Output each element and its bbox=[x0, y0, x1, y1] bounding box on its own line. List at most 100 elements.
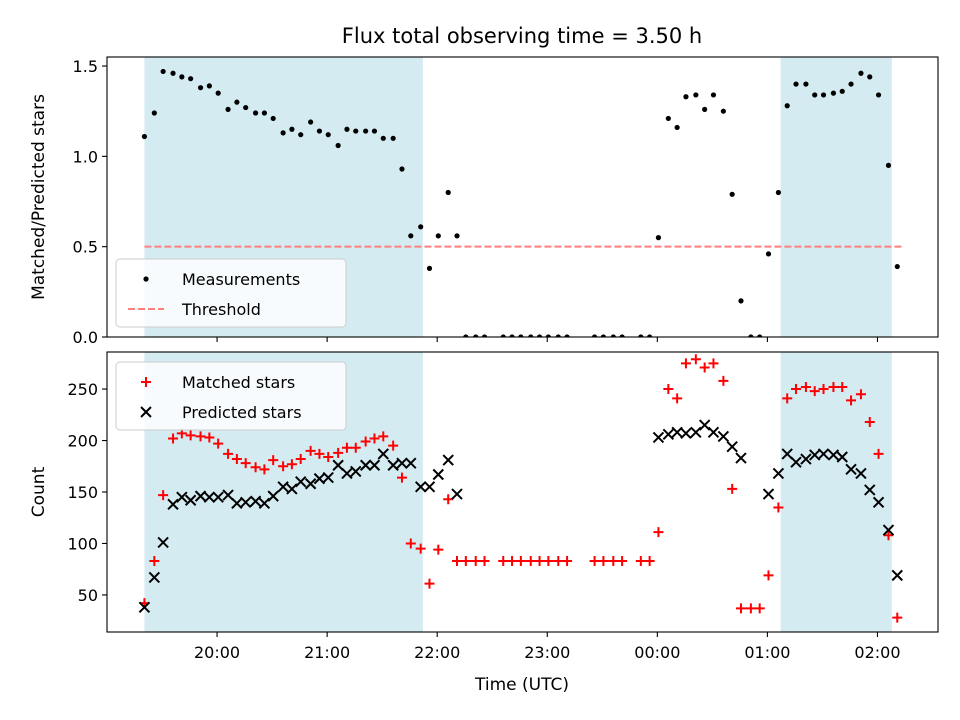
measurement-point bbox=[371, 128, 378, 134]
matched-point bbox=[635, 555, 646, 566]
measurement-point bbox=[454, 233, 460, 239]
measurement-point bbox=[363, 128, 369, 134]
matched-point bbox=[396, 472, 407, 483]
y-tick-label: 250 bbox=[67, 380, 98, 399]
matched-point bbox=[268, 455, 279, 466]
matched-point bbox=[204, 432, 215, 443]
measurement-point bbox=[591, 334, 598, 337]
measurement-point bbox=[775, 189, 782, 196]
predicted-point bbox=[726, 440, 738, 453]
predicted-point bbox=[827, 449, 840, 461]
measurement-point bbox=[738, 298, 744, 304]
measurement-point bbox=[839, 88, 845, 94]
y-tick-label: 50 bbox=[78, 586, 98, 605]
measurement-point bbox=[803, 81, 809, 87]
measurement-point bbox=[261, 110, 267, 116]
matched-point bbox=[562, 555, 573, 566]
measurement-point bbox=[693, 92, 699, 98]
measurement-point bbox=[426, 265, 433, 271]
matched-point bbox=[846, 395, 857, 406]
matched-point bbox=[818, 384, 829, 395]
matched-point bbox=[149, 555, 160, 566]
x-tick-label: 20:00 bbox=[194, 643, 240, 662]
measurement-point bbox=[418, 224, 424, 230]
matched-point bbox=[314, 448, 325, 459]
measurement-point bbox=[481, 334, 488, 337]
x-tick-label: 22:00 bbox=[414, 643, 460, 662]
x-tick-label: 21:00 bbox=[304, 643, 350, 662]
matched-point bbox=[158, 490, 169, 501]
matched-point bbox=[864, 417, 875, 427]
panel-ratio: 0.0 0.5 1.0 1.5 Matched/Predicted stars Measu… bbox=[29, 56, 939, 347]
matched-point bbox=[653, 527, 664, 538]
matched-point bbox=[828, 382, 839, 392]
predicted-point bbox=[350, 465, 362, 478]
matched-point bbox=[718, 375, 729, 386]
matched-point bbox=[598, 555, 609, 566]
measurement-point bbox=[188, 76, 194, 82]
predicted-point bbox=[295, 475, 307, 488]
measurement-point bbox=[765, 251, 772, 257]
measurement-point bbox=[463, 334, 469, 337]
predicted-point bbox=[157, 536, 169, 549]
y-tick-label: 200 bbox=[67, 432, 98, 451]
predicted-point bbox=[836, 451, 848, 463]
predicted-point bbox=[148, 571, 161, 584]
matched-point bbox=[809, 386, 820, 397]
measurement-point bbox=[179, 74, 185, 80]
predicted-point bbox=[690, 426, 702, 439]
predicted-point bbox=[212, 491, 224, 503]
measurement-point bbox=[885, 162, 892, 168]
measurement-point bbox=[380, 135, 386, 141]
measurement-point bbox=[160, 68, 166, 75]
matched-point bbox=[735, 603, 746, 614]
measurement-point bbox=[720, 108, 726, 114]
measurement-point bbox=[234, 99, 240, 105]
predicted-point bbox=[176, 491, 188, 503]
measurement-point bbox=[308, 119, 314, 125]
matched-point bbox=[553, 555, 564, 566]
measurement-point bbox=[665, 115, 671, 122]
legend: Measurements Threshold bbox=[115, 258, 347, 328]
matched-point bbox=[333, 447, 344, 458]
matched-point bbox=[168, 433, 179, 444]
matched-point bbox=[415, 543, 426, 554]
predicted-point bbox=[277, 481, 289, 493]
predicted-point bbox=[368, 459, 381, 471]
measurement-point bbox=[151, 110, 157, 116]
measurement-point bbox=[243, 104, 249, 111]
measurement-point bbox=[683, 94, 689, 100]
predicted-point bbox=[203, 491, 216, 503]
predicted-point bbox=[817, 448, 830, 460]
matched-point bbox=[470, 555, 481, 566]
matched-point bbox=[883, 530, 894, 541]
matched-point bbox=[195, 431, 206, 442]
measurement-point bbox=[710, 92, 717, 98]
measurement-point bbox=[197, 85, 204, 91]
predicted-point bbox=[800, 453, 812, 465]
measurement-point bbox=[390, 135, 396, 141]
matched-point bbox=[223, 448, 234, 459]
predicted-point bbox=[662, 428, 675, 441]
predicted-point bbox=[304, 478, 317, 490]
measurement-point bbox=[408, 233, 414, 239]
measurement-point bbox=[858, 70, 864, 76]
measurement-point bbox=[793, 81, 799, 87]
measurement-point bbox=[610, 334, 616, 337]
predicted-point bbox=[239, 496, 252, 509]
chart-title: Flux total observing time = 3.50 h bbox=[342, 24, 702, 48]
measurement-point bbox=[867, 74, 873, 80]
measurement-point bbox=[600, 334, 606, 337]
predicted-point bbox=[790, 456, 802, 468]
matched-point bbox=[680, 358, 691, 369]
measurement-point bbox=[674, 124, 680, 131]
measurement-point bbox=[445, 189, 451, 196]
matched-point bbox=[763, 570, 774, 581]
matched-point bbox=[231, 454, 242, 465]
matched-point bbox=[525, 555, 536, 566]
predicted-point bbox=[735, 452, 747, 464]
measurement-point bbox=[225, 106, 231, 112]
measurement-point bbox=[536, 334, 543, 337]
predicted-point bbox=[451, 488, 463, 500]
legend-box bbox=[115, 258, 347, 328]
